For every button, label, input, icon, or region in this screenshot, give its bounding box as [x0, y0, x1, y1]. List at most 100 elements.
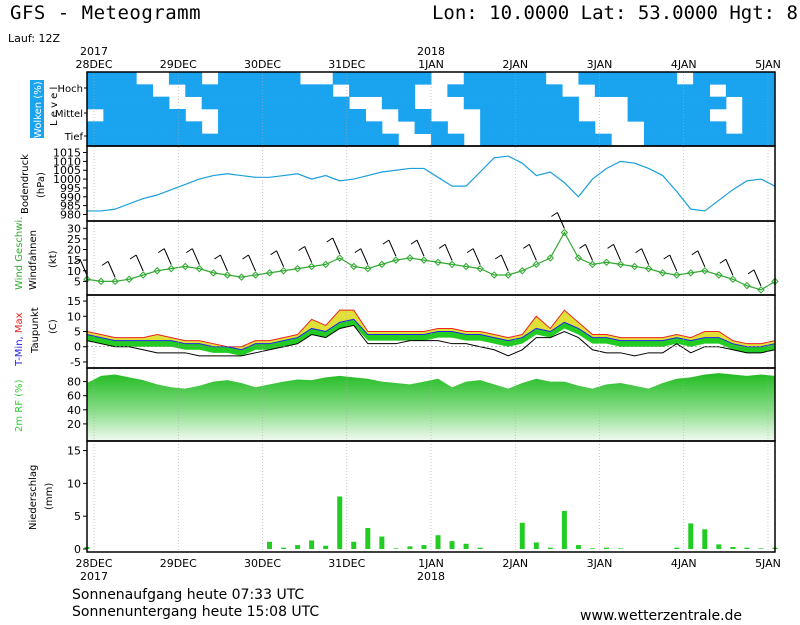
- cloud-cell: [119, 96, 137, 110]
- cloud-cell: [529, 121, 547, 134]
- wind-barb-flag: [186, 248, 193, 254]
- precip-bar: [393, 548, 399, 549]
- tmax-line: [86, 309, 776, 348]
- cloud-cell: [87, 84, 104, 97]
- wind-speed-point: [420, 256, 428, 264]
- wind-speed-point: [560, 228, 569, 237]
- cloud-cell: [349, 121, 366, 134]
- cloud-cell: [627, 96, 645, 110]
- cloud-cell: [529, 72, 547, 85]
- cloud-cell: [168, 121, 186, 134]
- precip-bar: [519, 522, 525, 549]
- meteogram-title: GFS - Meteogramm: [10, 2, 202, 24]
- cloud-cell: [267, 133, 285, 147]
- wind-speed-point: [729, 275, 737, 283]
- wind-barb: [444, 244, 453, 261]
- cloud-cell: [562, 109, 579, 122]
- cloud-cell: [643, 109, 661, 122]
- cloud-cell: [611, 84, 629, 97]
- wind-barb-flag: [579, 243, 586, 249]
- wind-barb-flag: [607, 243, 614, 249]
- wind-barb-flag: [466, 248, 474, 254]
- wind-speed-point: [223, 271, 232, 279]
- cloud-cell: [234, 84, 252, 97]
- day-label-bottom: 28DEC: [75, 557, 112, 570]
- cloud-cell: [201, 133, 219, 147]
- day-label-bottom: 1JAN: [418, 557, 444, 570]
- wind-barb-flag: [551, 212, 558, 217]
- day-label-top: 31DEC: [328, 58, 365, 71]
- wind-barb-flag: [635, 248, 642, 254]
- cloud-cell: [316, 96, 334, 110]
- cloud-cell: [529, 109, 547, 122]
- cloud-cell: [594, 133, 612, 147]
- precip-bar: [533, 542, 539, 549]
- wind-speed-point: [111, 277, 119, 286]
- year-label-bottom: 2018: [417, 570, 445, 583]
- wind-speed-point: [279, 267, 288, 275]
- cloud-cell: [709, 121, 727, 134]
- cloud-cell: [299, 84, 317, 97]
- wind-speed-point: [715, 271, 723, 279]
- wind-barb: [135, 254, 144, 272]
- cloud-cell: [660, 133, 678, 147]
- cloud-cell: [758, 121, 776, 134]
- cloud-cell: [234, 96, 252, 110]
- wind-barb-flag: [747, 269, 755, 275]
- wind-speed-point: [392, 256, 400, 264]
- wind-speed-point: [209, 269, 218, 277]
- y-tick-label: 10: [67, 477, 81, 490]
- day-label-bottom: 31DEC: [328, 557, 365, 570]
- cloud-cell: [545, 96, 563, 110]
- wind-speed-point: [673, 271, 681, 279]
- cloud-cell: [643, 133, 661, 147]
- precip-bar: [716, 544, 722, 549]
- cloud-cell: [758, 72, 776, 85]
- precip-bar: [744, 547, 750, 549]
- cloud-cell: [234, 72, 252, 85]
- cloud-cell: [643, 84, 661, 97]
- y-tick-label: 995: [60, 182, 81, 195]
- cloud-cell: [299, 109, 317, 122]
- wind-barb-flag: [438, 243, 446, 249]
- temp-ylabel: T-Min, Max: [14, 312, 25, 367]
- cloud-cell: [693, 109, 710, 122]
- y-tick-label: 20: [67, 418, 81, 431]
- cloud-cell: [758, 96, 776, 110]
- precip-bar: [463, 543, 469, 549]
- wind-speed-point: [97, 277, 105, 286]
- cloud-cell: [201, 96, 219, 110]
- cloud-cell: [250, 96, 268, 110]
- cloud-cell: [267, 109, 285, 122]
- cloud-cell: [103, 109, 121, 122]
- precip-bar: [337, 496, 343, 549]
- wind-speed-point: [336, 254, 344, 262]
- precip-bar: [547, 547, 553, 549]
- dewpoint-line: [86, 324, 776, 357]
- cloud-cell: [545, 133, 563, 147]
- wind-speed-point: [448, 260, 456, 269]
- precip-bar: [281, 547, 287, 549]
- cloud-cell: [414, 109, 432, 122]
- cloud-cell: [119, 109, 137, 122]
- precip-bar: [688, 523, 694, 549]
- cloud-cell: [283, 84, 301, 97]
- cloud-cell: [529, 96, 547, 110]
- cloud-cell: [332, 96, 350, 110]
- y-tick-label: 30: [67, 222, 81, 235]
- cloud-cell: [725, 84, 743, 97]
- cloud-cell: [332, 121, 350, 134]
- wind-speed-point: [265, 269, 274, 277]
- y-tick-label: 5: [74, 326, 81, 339]
- precip-bar: [758, 548, 764, 549]
- cloud-cell: [365, 84, 383, 97]
- wind-barb: [528, 244, 537, 261]
- cloud-cell: [463, 96, 481, 110]
- wind-barb: [472, 248, 481, 265]
- cloud-cell: [185, 72, 203, 85]
- cloud-cell: [758, 84, 776, 97]
- cloud-cell: [185, 84, 203, 97]
- credit-link[interactable]: www.wetterzentrale.de: [580, 608, 743, 624]
- cloud-cell: [545, 84, 563, 97]
- cloud-cell: [742, 121, 760, 134]
